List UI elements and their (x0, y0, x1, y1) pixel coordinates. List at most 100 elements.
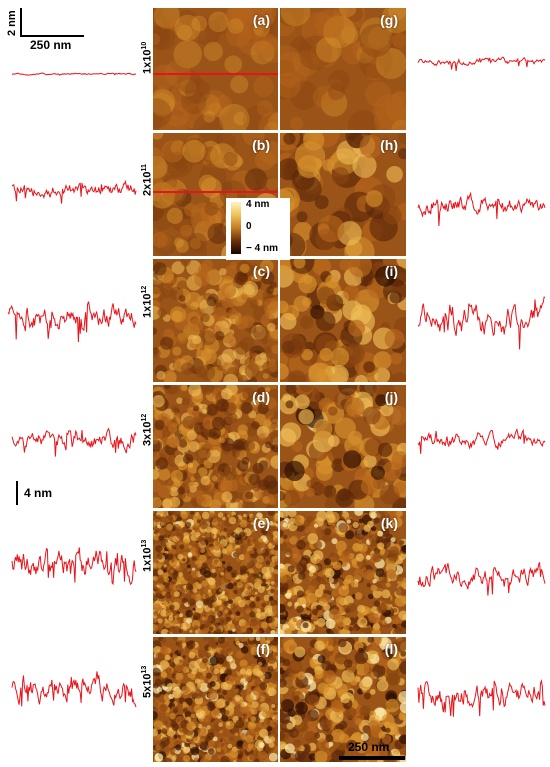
afm-grain (287, 601, 293, 607)
afm-grain (211, 475, 218, 482)
afm-grain (348, 259, 373, 278)
afm-grain (280, 363, 289, 380)
afm-background (280, 8, 406, 130)
afm-grain (335, 540, 347, 552)
afm-grain (229, 749, 239, 759)
afm-grain (183, 538, 189, 544)
afm-grain (163, 564, 167, 568)
afm-grain (199, 741, 209, 751)
afm-grain (205, 672, 213, 679)
afm-grain (357, 34, 381, 58)
afm-grain (222, 516, 226, 521)
afm-grain (173, 237, 184, 248)
afm-grain (294, 646, 306, 658)
afm-grain (192, 113, 224, 130)
afm-grain (172, 637, 179, 641)
vertical-scale-bar-2nm (20, 8, 22, 36)
afm-grain (185, 609, 193, 618)
afm-grain (363, 361, 375, 373)
afm-grain (269, 736, 276, 743)
afm-grain (264, 605, 273, 614)
afm-grain (399, 540, 405, 545)
afm-grain (230, 572, 236, 578)
afm-grain (280, 529, 284, 537)
afm-grain (175, 706, 179, 711)
afm-grain (280, 265, 295, 288)
afm-grain (386, 672, 400, 686)
afm-grain (193, 405, 199, 412)
afm-grain (225, 528, 229, 532)
afm-grain (163, 757, 172, 762)
afm-grain (207, 690, 218, 701)
afm-grain (358, 539, 363, 544)
afm-grain (217, 364, 224, 371)
height-profile-k (417, 562, 546, 596)
afm-grain (314, 670, 324, 679)
afm-grain (339, 720, 348, 729)
afm-grain (338, 743, 346, 751)
afm-texture (280, 385, 406, 508)
afm-grain (364, 569, 375, 580)
afm-grain (182, 103, 208, 129)
afm-grain (153, 660, 157, 666)
afm-grain (322, 533, 332, 543)
afm-grain (165, 515, 169, 519)
panel-label-l: (l) (384, 641, 398, 657)
afm-grain (227, 610, 233, 615)
afm-grain (296, 562, 308, 574)
afm-grain (153, 395, 165, 408)
afm-grain (226, 623, 235, 631)
afm-grain (178, 628, 184, 634)
afm-grain (158, 577, 165, 584)
afm-grain (386, 166, 403, 183)
afm-grain (160, 637, 167, 644)
afm-grain (185, 641, 191, 647)
afm-grain (222, 560, 226, 565)
afm-grain (266, 322, 276, 332)
afm-grain (396, 259, 406, 269)
afm-grain (328, 69, 350, 92)
afm-grain (372, 578, 377, 584)
afm-grain (171, 748, 176, 753)
afm-grain (217, 637, 225, 644)
afm-grain (282, 522, 288, 528)
afm-grain (203, 570, 211, 578)
afm-grain (368, 720, 380, 732)
afm-grain (153, 451, 160, 461)
afm-grain (272, 672, 278, 682)
afm-grain (165, 711, 170, 717)
afm-grain (202, 657, 208, 664)
afm-grain (360, 477, 378, 495)
afm-grain (155, 651, 165, 662)
afm-grain (180, 511, 188, 519)
afm-grain (154, 86, 170, 102)
afm-grain (328, 83, 345, 101)
afm-grain (231, 449, 240, 458)
afm-grain (199, 521, 208, 530)
afm-grain (192, 582, 200, 590)
afm-grain (348, 626, 354, 632)
afm-grain (316, 286, 336, 305)
afm-image-f: (f) (153, 637, 278, 762)
afm-grain (166, 207, 183, 224)
panel-label-d: (d) (252, 389, 270, 405)
afm-grain (282, 665, 288, 671)
afm-grain (399, 660, 406, 675)
afm-background (153, 8, 278, 130)
afm-grain (212, 736, 218, 742)
afm-grain (153, 19, 164, 34)
afm-grain (280, 713, 290, 724)
afm-grain (166, 16, 181, 32)
afm-grain (262, 372, 269, 379)
afm-grain (320, 593, 331, 603)
afm-grain (381, 619, 387, 625)
afm-image-c: (c) (153, 259, 278, 382)
afm-grain (182, 655, 186, 659)
afm-grain (177, 553, 184, 560)
afm-grain (337, 488, 351, 502)
afm-grain (192, 607, 196, 611)
afm-grain (202, 637, 210, 641)
afm-grain (263, 627, 267, 631)
afm-grain (380, 403, 394, 417)
afm-grain (264, 671, 272, 680)
